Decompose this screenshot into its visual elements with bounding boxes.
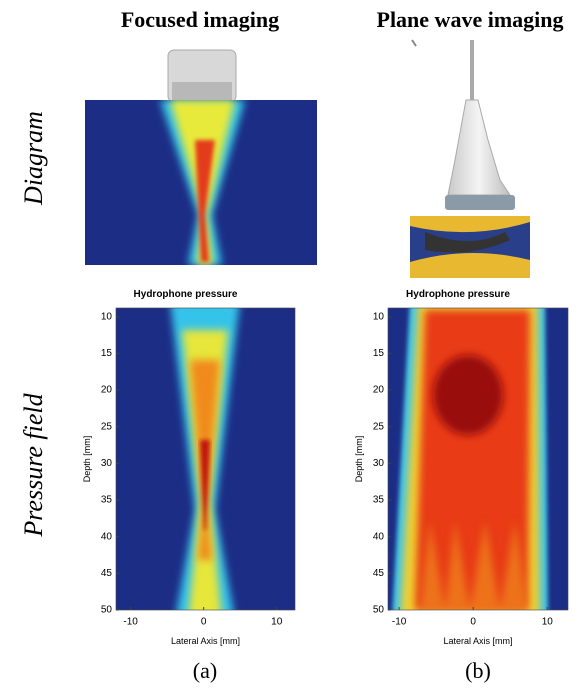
- x-axis-label: Lateral Axis [mm]: [171, 636, 240, 646]
- caption: (b): [465, 658, 491, 683]
- y-tick-label: 25: [373, 421, 385, 432]
- y-tick-label: 35: [373, 495, 385, 506]
- y-tick-label: 30: [373, 458, 385, 469]
- x-tick-label: 10: [271, 617, 283, 628]
- y-tick-label: 15: [373, 348, 385, 359]
- heatmap-image: [116, 308, 295, 610]
- y-axis-label: Depth [mm]: [82, 436, 92, 483]
- plane-wave-diagram: [410, 39, 530, 278]
- row-label: Pressure field: [19, 392, 48, 537]
- x-tick-label: -10: [392, 617, 407, 628]
- caption: (a): [193, 658, 217, 683]
- column-title: Plane wave imaging: [377, 7, 564, 32]
- plot-frame: [387, 307, 569, 611]
- y-axis-label: Depth [mm]: [354, 436, 364, 483]
- x-tick-label: 10: [542, 617, 554, 628]
- y-tick-label: 30: [101, 458, 113, 469]
- y-tick-label: 10: [101, 311, 113, 322]
- column-title: Focused imaging: [121, 7, 279, 32]
- y-tick-label: 50: [101, 605, 113, 616]
- y-tick-label: 40: [373, 531, 385, 542]
- x-tick-label: -10: [123, 617, 138, 628]
- y-tick-label: 40: [101, 531, 113, 542]
- row-label: Diagram: [19, 111, 48, 206]
- heatmap-image: [388, 308, 568, 610]
- chart-title: Hydrophone pressure: [134, 289, 238, 300]
- y-tick-label: 20: [373, 385, 385, 396]
- y-tick-label: 35: [101, 495, 113, 506]
- x-axis-label: Lateral Axis [mm]: [443, 636, 512, 646]
- plot-frame: [115, 307, 296, 611]
- y-tick-label: 45: [101, 568, 113, 579]
- y-tick-label: 20: [101, 385, 113, 396]
- y-tick-label: 50: [373, 605, 385, 616]
- x-tick-label: 0: [201, 617, 207, 628]
- x-tick-label: 0: [470, 617, 476, 628]
- y-tick-label: 25: [101, 421, 113, 432]
- chart-title: Hydrophone pressure: [406, 289, 510, 300]
- y-tick-label: 45: [373, 568, 385, 579]
- focused-diagram: [85, 49, 317, 265]
- y-tick-label: 15: [101, 348, 113, 359]
- y-tick-label: 10: [373, 311, 385, 322]
